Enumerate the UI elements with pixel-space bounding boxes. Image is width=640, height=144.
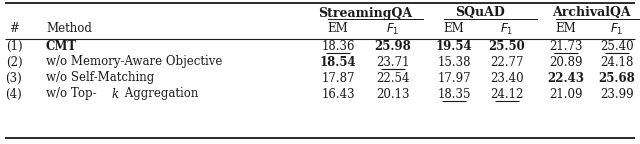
Text: Aggregation: Aggregation xyxy=(120,88,198,101)
Text: CMT: CMT xyxy=(46,39,77,53)
Text: 16.43: 16.43 xyxy=(321,88,355,101)
Text: w/o Memory-Aware Objective: w/o Memory-Aware Objective xyxy=(46,55,222,69)
Text: 25.40: 25.40 xyxy=(600,39,634,53)
Text: 25.98: 25.98 xyxy=(374,39,412,53)
Text: 23.71: 23.71 xyxy=(376,55,410,69)
Text: 21.73: 21.73 xyxy=(549,39,583,53)
Text: 20.89: 20.89 xyxy=(549,55,583,69)
Text: (1): (1) xyxy=(6,39,22,53)
Text: #: # xyxy=(9,22,19,36)
Text: 24.12: 24.12 xyxy=(490,88,524,101)
Text: 18.35: 18.35 xyxy=(437,88,471,101)
Text: 18.54: 18.54 xyxy=(320,55,356,69)
Text: (4): (4) xyxy=(6,88,22,101)
Text: 23.99: 23.99 xyxy=(600,88,634,101)
Text: $F_1$: $F_1$ xyxy=(500,21,514,37)
Text: 25.68: 25.68 xyxy=(598,72,636,85)
Text: EM: EM xyxy=(444,22,465,36)
Text: ArchivalQA: ArchivalQA xyxy=(552,6,631,19)
Text: 21.09: 21.09 xyxy=(549,88,583,101)
Text: StreamingQA: StreamingQA xyxy=(319,6,413,19)
Text: 15.38: 15.38 xyxy=(437,55,471,69)
Text: 22.77: 22.77 xyxy=(490,55,524,69)
Text: k: k xyxy=(111,88,118,101)
Text: 23.40: 23.40 xyxy=(490,72,524,85)
Text: 20.13: 20.13 xyxy=(376,88,410,101)
Text: EM: EM xyxy=(328,22,348,36)
Text: w/o Self-Matching: w/o Self-Matching xyxy=(46,72,154,85)
Text: $F_1$: $F_1$ xyxy=(387,21,399,37)
Text: 17.87: 17.87 xyxy=(321,72,355,85)
Text: 22.43: 22.43 xyxy=(547,72,584,85)
Text: Method: Method xyxy=(46,22,92,36)
Text: EM: EM xyxy=(556,22,577,36)
Text: 19.54: 19.54 xyxy=(436,39,472,53)
Text: 18.36: 18.36 xyxy=(321,39,355,53)
Text: 17.97: 17.97 xyxy=(437,72,471,85)
Text: (2): (2) xyxy=(6,55,22,69)
Text: 24.18: 24.18 xyxy=(600,55,634,69)
Text: 25.50: 25.50 xyxy=(488,39,525,53)
Text: (3): (3) xyxy=(6,72,22,85)
Text: w/o Top-: w/o Top- xyxy=(46,88,97,101)
Text: SQuAD: SQuAD xyxy=(456,6,506,19)
Text: $F_1$: $F_1$ xyxy=(611,21,623,37)
Text: 22.54: 22.54 xyxy=(376,72,410,85)
